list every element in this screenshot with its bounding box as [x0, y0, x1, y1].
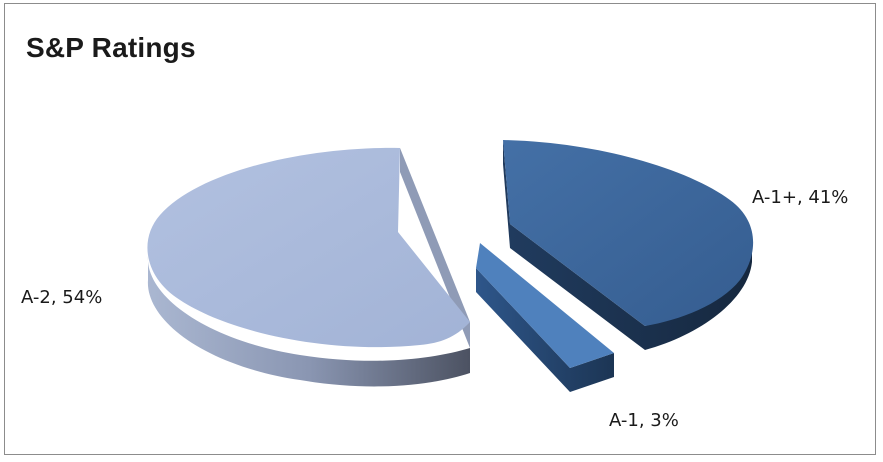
slice-a-2-top: [147, 147, 470, 348]
slice-a-2: [147, 147, 471, 387]
slice-a-2-side: [147, 256, 471, 387]
data-label-a-1: A-1, 3%: [609, 410, 679, 431]
slice-a-1: [476, 243, 614, 392]
slice-a-2-wall: [400, 148, 470, 348]
slice-a-1-side: [476, 268, 614, 392]
slice-a-1-top: [476, 243, 614, 368]
slice-a-1-plus: [503, 140, 754, 350]
slice-a-1-plus-wall: [503, 140, 510, 248]
data-label-a-1-plus: A-1+, 41%: [752, 187, 848, 208]
data-label-a-2: A-2, 54%: [21, 287, 102, 308]
slice-a-1-plus-side: [510, 224, 752, 350]
chart-title: S&P Ratings: [26, 32, 196, 63]
slice-a-1-plus-top: [503, 140, 754, 326]
